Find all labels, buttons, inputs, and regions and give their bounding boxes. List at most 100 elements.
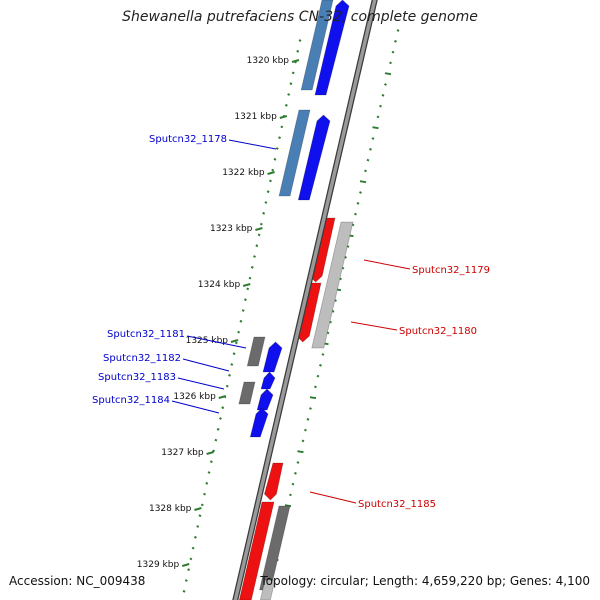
scale-labels: 1320 kbp 1321 kbp 1322 kbp 1323 kbp 1324 kbp… — [137, 56, 300, 570]
scale-tick — [291, 59, 300, 63]
sputcn32-1180-label: Sputcn32_1180 — [399, 326, 477, 337]
outer-tick — [356, 201, 360, 205]
inner-tick — [214, 438, 218, 442]
inner-tick — [191, 546, 195, 550]
sputcn32-1184-label: Sputcn32_1184 — [92, 395, 170, 406]
inner-tick — [259, 222, 263, 226]
scale-label: 1322 kbp — [222, 168, 265, 178]
inner-tick — [209, 460, 213, 464]
sputcn32-1180-bar — [311, 221, 354, 349]
forward-gene-bar — [314, 0, 350, 96]
inner-tick — [278, 136, 281, 140]
sputcn32-1185-bar — [263, 462, 284, 501]
scale-label: 1327 kbp — [161, 448, 204, 458]
outer-tick — [296, 461, 300, 464]
scale-tick — [267, 171, 275, 175]
outer-tick — [372, 126, 379, 130]
outer-tick — [379, 104, 382, 108]
sputcn32-1181-bar — [262, 341, 283, 373]
inner-tick — [296, 49, 300, 53]
outer-tick — [321, 353, 325, 356]
sputcn32-1185-leader — [309, 491, 357, 504]
genome-backbone — [232, 0, 378, 600]
inner-tick — [234, 341, 238, 345]
inner-tick — [221, 406, 225, 410]
outer-tick — [364, 169, 367, 173]
inner-tick — [189, 557, 193, 561]
sputcn32-1184-bar — [249, 407, 269, 438]
inner-tick — [207, 471, 211, 474]
inner-tick — [225, 384, 229, 388]
outer-tick — [359, 191, 362, 194]
inner-tick — [250, 265, 254, 269]
map-title: Shewanella putrefaciens CN-32, complete … — [122, 9, 478, 25]
inner-tick — [264, 201, 268, 204]
sputcn32-1178-label: Sputcn32_1178 — [149, 134, 227, 145]
inner-tick — [271, 168, 275, 172]
scale-label: 1325 kbp — [186, 336, 229, 346]
outer-tick — [359, 180, 367, 184]
reverse-gene-bar — [238, 501, 275, 600]
inner-tick — [216, 427, 220, 431]
outer-tick — [391, 50, 395, 54]
inner-tick — [248, 276, 252, 280]
scale-tick — [255, 227, 263, 231]
sputcn32-1182-label: Sputcn32_1182 — [103, 353, 181, 364]
outer-tick — [309, 396, 317, 400]
grey-gene-bar — [246, 336, 266, 367]
scale-tick — [181, 563, 190, 567]
inner-tick — [230, 363, 234, 366]
scale-label: 1326 kbp — [173, 392, 216, 402]
outer-tick — [301, 439, 305, 443]
inner-tick — [289, 82, 293, 86]
inner-tick — [246, 287, 250, 291]
scale-label: 1328 kbp — [149, 504, 192, 514]
inner-tick — [291, 71, 295, 75]
inner-tick — [257, 233, 261, 237]
outer-tick — [384, 72, 392, 76]
gene-features — [238, 0, 354, 600]
sputcn32-1184-leader — [171, 400, 220, 414]
inner-tick — [182, 589, 186, 593]
inner-tick — [203, 492, 206, 496]
inner-tick — [184, 579, 188, 582]
outer-tick — [381, 93, 385, 97]
outer-tick — [316, 374, 320, 378]
sputcn32-1180-leader — [350, 321, 398, 331]
accession-text: Accession: NC_009438 — [9, 574, 146, 588]
outer-tick — [306, 417, 310, 421]
outer-tick — [369, 147, 372, 151]
outer-tick — [297, 450, 304, 454]
inner-tick-ring — [182, 39, 302, 593]
inner-tick — [268, 179, 272, 183]
inner-tick — [212, 449, 216, 453]
inner-tick — [193, 535, 197, 539]
inner-tick — [237, 330, 241, 334]
inner-tick — [273, 157, 277, 161]
scale-tick — [230, 339, 239, 343]
gene-labels: Sputcn32_1178 Sputcn32_1179 Sputcn32_1180 S… — [92, 134, 490, 510]
inner-tick — [298, 39, 302, 42]
inner-tick — [198, 514, 202, 518]
genome-summary-text: Topology: circular; Length: 4,659,220 bp… — [260, 574, 590, 588]
sputcn32-1181-label: Sputcn32_1181 — [107, 329, 185, 340]
scale-tick — [279, 115, 288, 119]
scale-tick — [242, 283, 251, 287]
outer-tick — [376, 115, 380, 119]
inner-tick — [232, 352, 236, 356]
outer-tick — [384, 83, 387, 86]
inner-tick — [255, 244, 259, 248]
sputcn32-1185-label: Sputcn32_1185 — [358, 499, 436, 510]
outer-tick — [396, 29, 400, 32]
forward-gene-bar — [300, 0, 334, 91]
outer-tick — [304, 428, 307, 432]
inner-tick — [287, 93, 291, 96]
outer-tick — [294, 471, 297, 475]
sputcn32-1178-leader — [228, 139, 277, 150]
sputcn32-1183-label: Sputcn32_1183 — [98, 372, 176, 383]
scale-tick — [218, 395, 227, 399]
inner-tick — [284, 103, 288, 107]
inner-tick — [253, 255, 256, 258]
sputcn32-1178-bar — [297, 114, 331, 201]
